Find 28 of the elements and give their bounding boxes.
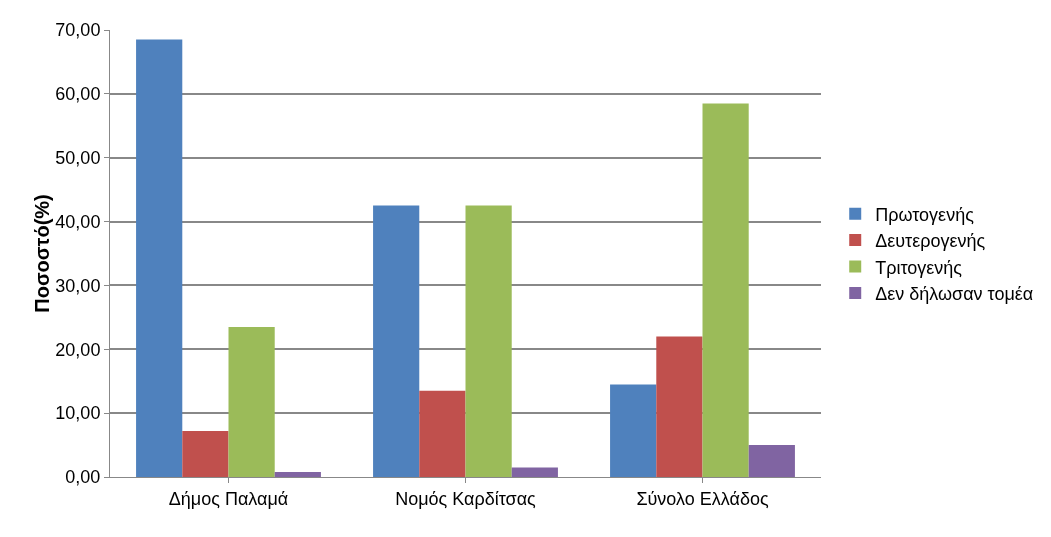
y-tick-label: 0,00: [65, 467, 101, 488]
y-tick-label: 70,00: [55, 20, 101, 41]
legend-label: Πρωτογενής: [875, 204, 975, 225]
bar: [228, 326, 275, 477]
bar: [748, 445, 795, 477]
y-tick-label: 30,00: [55, 275, 101, 296]
bar: [702, 103, 749, 477]
x-tick-label: Δήμος Παλαμά: [168, 488, 289, 509]
legend-label: Δευτερογενής: [875, 231, 986, 252]
bar: [511, 467, 558, 477]
bar: [419, 390, 466, 477]
bar: [656, 336, 703, 477]
x-tick-label: Σύνολο Ελλάδος: [636, 488, 769, 509]
y-tick-label: 40,00: [55, 211, 101, 232]
bar: [610, 384, 657, 477]
bar: [182, 431, 229, 477]
bar: [274, 471, 321, 477]
bar: [373, 205, 420, 477]
y-tick-label: 20,00: [55, 339, 101, 360]
y-axis-title: Ποσοστό(%): [31, 194, 54, 313]
y-tick-label: 10,00: [55, 403, 101, 424]
legend-label: Τριτογενής: [875, 257, 963, 278]
x-tick-label: Νομός Καρδίτσας: [395, 488, 537, 509]
bar: [465, 205, 512, 477]
bar: [136, 39, 183, 477]
y-tick-label: 50,00: [55, 148, 101, 169]
legend-label: Δεν δήλωσαν τομέα: [875, 283, 1034, 304]
y-tick-label: 60,00: [55, 84, 101, 105]
